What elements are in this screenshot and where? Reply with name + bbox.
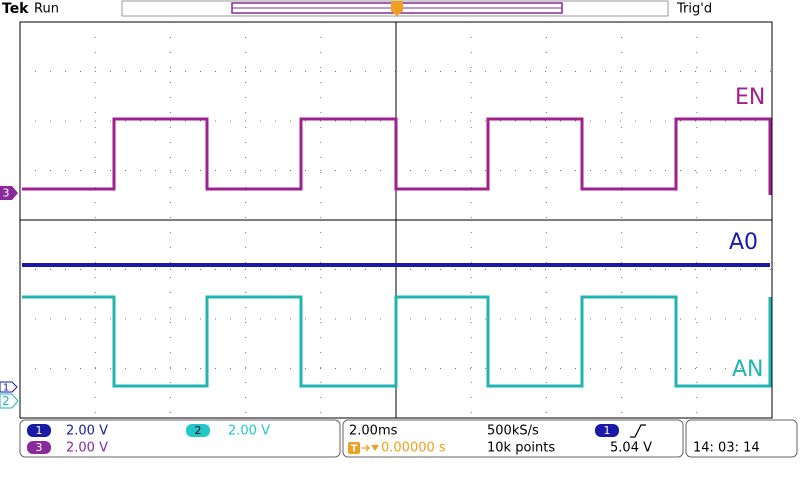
ch1-scale: 2.00 V xyxy=(66,424,108,439)
ch3-badge-label: 3 xyxy=(36,441,43,454)
record-length: 10k points xyxy=(487,441,555,456)
time-scale: 2.00ms xyxy=(349,424,398,439)
ch2-badge-label: 2 xyxy=(195,424,202,437)
an-waveform xyxy=(22,295,772,388)
ch3-scale: 2.00 V xyxy=(66,441,108,456)
trigger-level: 5.04 V xyxy=(610,441,652,456)
sample-rate: 500kS/s xyxy=(487,424,539,439)
ch1-marker xyxy=(0,381,18,393)
en-waveform xyxy=(22,117,772,195)
ch3-marker-label: 3 xyxy=(3,187,10,200)
ch1-marker-label: 1 xyxy=(3,383,9,394)
run-state: Run xyxy=(34,2,59,17)
ch1-badge-label: 1 xyxy=(36,424,43,437)
trigger-source-badge xyxy=(595,424,619,437)
ch1-badge xyxy=(27,424,51,437)
clock-box xyxy=(685,419,798,458)
trigger-position-badge xyxy=(348,442,360,454)
trigger-source: 1 xyxy=(604,424,611,437)
ch2-badge xyxy=(186,424,210,437)
trigger-arrow-icon xyxy=(362,444,370,452)
trigger-status: Trig'd xyxy=(676,2,712,17)
grid-dots xyxy=(20,22,772,418)
ch2-marker-label: 2 xyxy=(2,394,10,408)
trigger-slope-icon xyxy=(630,424,646,438)
ch2-marker xyxy=(0,393,19,409)
ch3-marker xyxy=(0,186,18,200)
trigger-position-flag xyxy=(391,1,403,16)
trigger-position: 0.00000 s xyxy=(381,441,446,456)
en-label: EN xyxy=(735,85,765,110)
brand: Tek xyxy=(2,1,29,17)
ch3-badge xyxy=(27,441,51,454)
trigger-position-marker: T xyxy=(351,444,358,455)
a0-label: A0 xyxy=(729,230,758,255)
clock: 14: 03: 14 xyxy=(693,441,760,456)
channel-status-box xyxy=(19,419,341,458)
trigger-down-icon xyxy=(371,445,379,451)
an-label: AN xyxy=(732,357,764,382)
ch2-scale: 2.00 V xyxy=(228,424,270,439)
